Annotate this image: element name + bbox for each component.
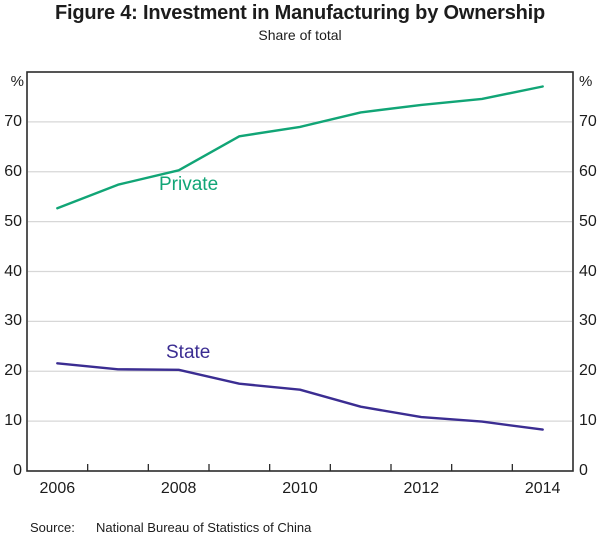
plot-frame (26, 71, 574, 472)
y-axis-label-right-10: 10 (579, 412, 597, 430)
x-axis-label-2006: 2006 (39, 480, 76, 497)
y-axis-label-left-30: 30 (4, 312, 22, 330)
source-label: Source: (30, 520, 75, 535)
y-axis-label-left-0: 0 (13, 462, 22, 479)
x-axis-label-2008: 2008 (160, 480, 197, 497)
y-axis-label-right-40: 40 (579, 262, 597, 280)
state-line (56, 362, 544, 431)
y-axis-label-left-40: 40 (4, 262, 22, 280)
series-label-private: Private (159, 174, 219, 195)
chart-subtitle: Share of total (258, 27, 342, 43)
private-line (56, 85, 544, 210)
x-axis-label-2014: 2014 (524, 480, 561, 497)
y-axis-label-right-20: 20 (579, 362, 597, 380)
y-axis-label-left-70: 70 (4, 112, 22, 130)
source-text: National Bureau of Statistics of China (96, 520, 312, 535)
y-axis-label-left-20: 20 (4, 362, 22, 380)
x-axis-label-2010: 2010 (282, 480, 318, 497)
y-axis-label-left-60: 60 (4, 162, 22, 180)
chart-title: Figure 4: Investment in Manufacturing by… (54, 2, 546, 24)
series-label-state: State (166, 342, 211, 363)
y-axis-unit-left: % (10, 73, 24, 90)
y-axis-label-right-70: 70 (579, 112, 597, 130)
y-axis-label-right-30: 30 (579, 312, 597, 330)
y-axis-label-right-0: 0 (579, 462, 588, 479)
x-axis-label-2012: 2012 (403, 480, 440, 497)
y-axis-label-left-10: 10 (4, 412, 22, 430)
y-axis-label-left-50: 50 (4, 212, 22, 230)
y-axis-label-right-60: 60 (579, 162, 597, 180)
y-axis-unit-right: % (579, 73, 593, 90)
y-axis-label-right-50: 50 (579, 212, 597, 230)
